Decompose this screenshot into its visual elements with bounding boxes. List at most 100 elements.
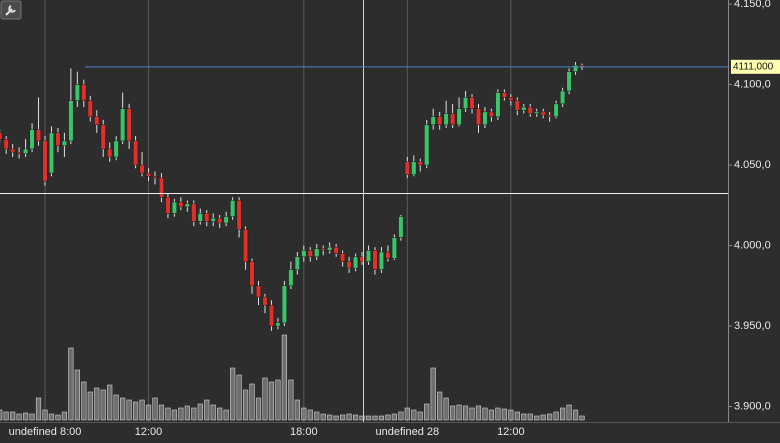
candle-body (275, 322, 281, 327)
y-tick-label: 4.000,0 (734, 239, 771, 251)
volume-bar (572, 409, 579, 421)
candle-body (521, 106, 527, 111)
volume-bar (340, 414, 346, 421)
volume-bar (391, 413, 397, 421)
candle-body (566, 71, 572, 92)
volume-bar (521, 413, 527, 421)
volume-bar (42, 409, 48, 421)
volume-bar (417, 411, 423, 421)
candle-body (100, 124, 106, 150)
volume-bar (165, 407, 171, 421)
candle-body (126, 108, 132, 142)
volume-bar (184, 405, 190, 421)
volume-bar (74, 369, 80, 421)
volume-bar (0, 409, 3, 421)
candle-body (191, 203, 197, 222)
candle-body (385, 251, 391, 259)
volume-bar (262, 377, 268, 421)
candle-body (48, 132, 55, 174)
x-tick-label: undefined 28 (376, 426, 440, 438)
candle-body (262, 296, 268, 306)
candle-body (217, 217, 223, 224)
candle-body (307, 250, 313, 258)
candle-body (359, 256, 365, 262)
volume-bar (443, 397, 449, 421)
tool-icon[interactable] (0, 0, 22, 20)
candle-body (450, 113, 456, 126)
volume-bar (514, 411, 520, 421)
candle-body (514, 100, 520, 111)
candle-body (404, 161, 410, 175)
candle-body (527, 106, 533, 114)
volume-bar (424, 403, 430, 421)
candle-body (327, 246, 333, 251)
volume-bar (469, 407, 475, 421)
candle-body (340, 253, 346, 262)
candle-body (346, 261, 352, 269)
volume-bar (301, 407, 307, 421)
volume-bar (534, 415, 540, 421)
plot-area (0, 0, 585, 422)
volume-bar (450, 405, 456, 421)
candle-body (10, 148, 16, 153)
candle-body (417, 161, 423, 166)
candle-body (268, 304, 274, 327)
candle-body (501, 92, 507, 98)
candle-body (469, 97, 475, 109)
candle-body (178, 201, 184, 208)
volume-bar (372, 415, 378, 421)
candle-body (145, 172, 152, 177)
candle-body (572, 64, 579, 72)
y-tick-label: 4.150,0 (734, 0, 771, 10)
candle-body (540, 111, 546, 116)
volume-bar (197, 403, 203, 421)
x-tick-label: 12:00 (497, 426, 525, 438)
candle-body (29, 129, 35, 150)
candle-body (55, 132, 61, 146)
candle-body (61, 140, 67, 146)
volume-bar (126, 399, 132, 421)
volume-bar (16, 413, 22, 421)
volume-bar (171, 409, 178, 421)
candle-body (236, 200, 242, 230)
volume-bar (107, 384, 113, 421)
volume-bar (352, 414, 359, 421)
volume-bar (508, 409, 514, 421)
volume-bar (152, 397, 158, 421)
candle-body (42, 140, 48, 182)
candle-body (391, 237, 397, 259)
volume-bar (81, 381, 87, 421)
candle-body (23, 148, 29, 155)
volume-bar (35, 397, 42, 421)
price-label-box (731, 59, 780, 74)
x-tick-label: undefined 8:00 (9, 426, 82, 438)
y-tick-label: 4.050,0 (734, 159, 771, 171)
volume-bar (281, 334, 287, 421)
candle-body (560, 90, 566, 105)
volume-bar (501, 408, 507, 421)
candle-body (133, 140, 139, 166)
candle-body (223, 216, 229, 224)
volume-bar (139, 399, 145, 421)
candle-body (475, 108, 482, 126)
y-tick-label: 4.100,0 (734, 78, 771, 90)
candle-body (301, 250, 307, 258)
candle-body (456, 108, 462, 126)
volume-bar (120, 397, 126, 421)
candle-body (495, 92, 501, 117)
candle-body (243, 229, 249, 262)
candle-body (281, 285, 287, 324)
candle-body (314, 248, 320, 258)
volume-bar (398, 411, 404, 421)
candle-body (249, 261, 255, 287)
candle-body (16, 151, 22, 155)
volume-bar (475, 405, 482, 421)
candle-body (120, 108, 126, 142)
volume-bar (579, 415, 585, 421)
candle-body (333, 246, 339, 254)
candle-body (204, 213, 210, 222)
volume-bar (488, 409, 495, 421)
volume-bar (204, 399, 210, 421)
